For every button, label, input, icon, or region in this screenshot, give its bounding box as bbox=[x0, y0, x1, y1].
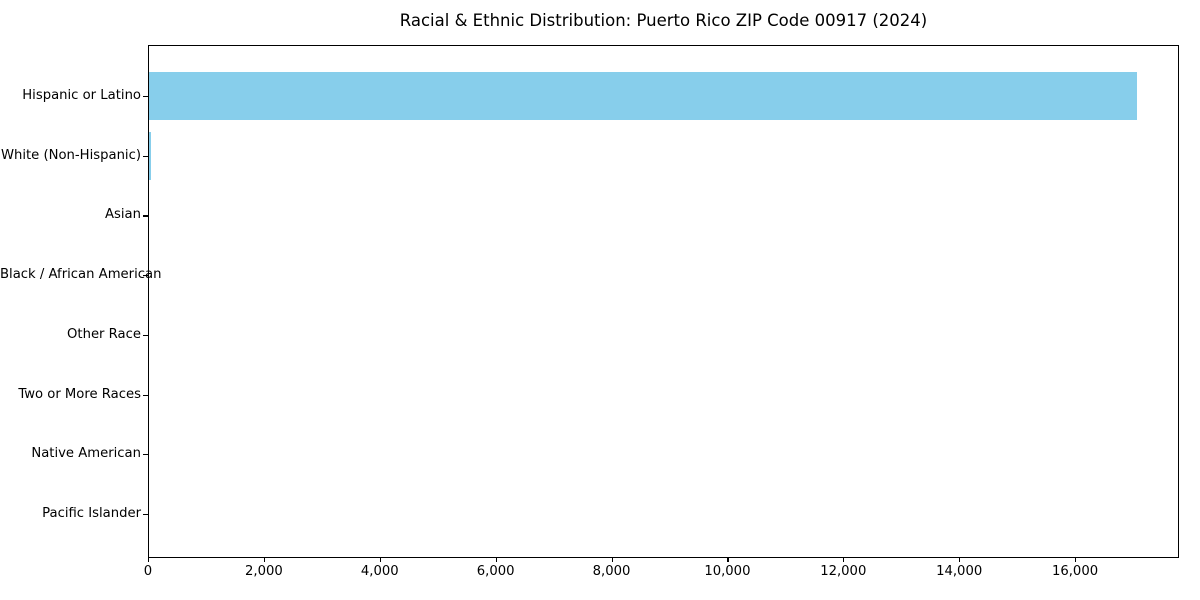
y-tick-mark bbox=[143, 394, 148, 396]
chart-title: Racial & Ethnic Distribution: Puerto Ric… bbox=[399, 11, 928, 30]
y-tick-label: Other Race bbox=[67, 326, 141, 342]
y-tick-mark bbox=[143, 155, 148, 157]
x-tick-label: 12,000 bbox=[820, 564, 867, 579]
y-tick-label: White (Non-Hispanic) bbox=[0, 147, 141, 163]
y-tick-label: Asian bbox=[105, 207, 141, 223]
x-tick-mark bbox=[611, 557, 613, 562]
x-tick-mark bbox=[727, 557, 729, 562]
bar-white-non-hispanic bbox=[149, 131, 152, 180]
x-tick-label: 16,000 bbox=[1051, 564, 1099, 579]
x-tick-label: 14,000 bbox=[936, 564, 983, 579]
x-tick-label: 10,000 bbox=[704, 564, 751, 579]
x-tick-mark bbox=[379, 557, 381, 562]
plot-area bbox=[148, 45, 1179, 558]
x-tick-mark bbox=[263, 557, 266, 562]
y-tick-mark bbox=[143, 334, 148, 337]
y-tick-label: Native American bbox=[31, 446, 141, 462]
x-tick-label: 8,000 bbox=[592, 564, 631, 579]
y-tick-label: Pacific Islander bbox=[42, 506, 141, 521]
x-tick-mark bbox=[959, 557, 961, 562]
bar-hispanic-or-latino bbox=[149, 72, 1138, 120]
y-tick-label: Hispanic or Latino bbox=[22, 88, 141, 103]
x-tick-label: 0 bbox=[143, 564, 153, 579]
x-tick-mark bbox=[148, 557, 150, 562]
y-tick-mark bbox=[143, 454, 148, 456]
y-tick-mark bbox=[143, 514, 148, 516]
y-tick-mark bbox=[143, 215, 148, 217]
x-tick-mark bbox=[1075, 557, 1077, 562]
x-tick-mark bbox=[495, 557, 497, 562]
x-tick-mark bbox=[843, 557, 845, 562]
y-tick-label: Black / African American bbox=[0, 267, 162, 283]
y-tick-label: Two or More Races bbox=[18, 386, 141, 402]
x-tick-label: 6,000 bbox=[476, 564, 515, 579]
y-tick-mark bbox=[143, 96, 148, 98]
x-tick-label: 4,000 bbox=[360, 564, 399, 579]
y-tick-mark bbox=[143, 275, 148, 277]
x-tick-label: 2,000 bbox=[244, 564, 283, 579]
